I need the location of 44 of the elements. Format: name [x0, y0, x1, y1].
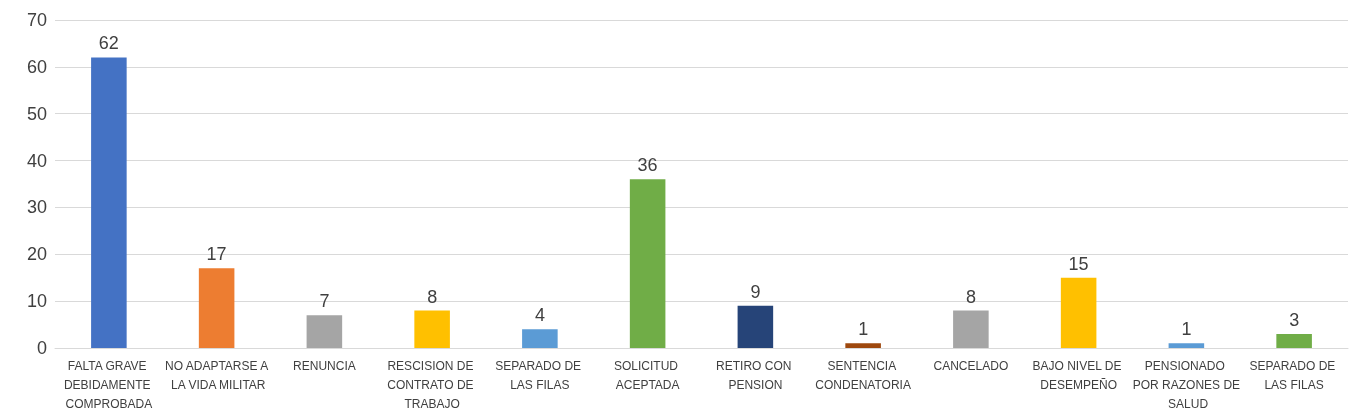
x-tick-label: CANCELADO	[933, 358, 1009, 373]
bar	[91, 57, 127, 348]
data-label: 1	[858, 319, 869, 340]
bar	[845, 343, 881, 348]
y-tick-label: 50	[26, 103, 47, 124]
bar	[1168, 343, 1205, 348]
x-tick-label: RESCISION DE CONTRATO DE TRABAJO	[387, 358, 477, 411]
data-label: 4	[534, 305, 545, 326]
bar	[737, 305, 774, 348]
y-tick-label: 70	[26, 10, 47, 30]
data-label: 1	[1181, 319, 1192, 340]
x-tick-label: SENTENCIA CONDENATORIA	[815, 358, 911, 392]
bar	[953, 310, 989, 348]
y-tick-label: 0	[36, 338, 47, 358]
x-tick-label: PENSIONADO POR RAZONES DE SALUD	[1132, 358, 1241, 411]
bar	[1060, 277, 1097, 348]
x-tick-label: SEPARADO DE LAS FILAS	[1249, 358, 1339, 392]
y-tick-label: 10	[26, 291, 47, 312]
data-label: 36	[637, 155, 658, 176]
x-tick-label: SEPARADO DE LAS FILAS	[495, 358, 585, 392]
y-tick-label: 20	[26, 244, 47, 265]
x-tick-label: FALTA GRAVE DEBIDAMENTE COMPROBADA	[63, 358, 154, 411]
bar	[1276, 333, 1312, 348]
bar	[198, 268, 235, 348]
data-label: 62	[98, 33, 119, 54]
bar	[629, 179, 666, 348]
data-label: 9	[750, 281, 761, 302]
bar	[414, 310, 450, 348]
data-label: 15	[1068, 253, 1089, 274]
x-tick-label: NO ADAPTARSE A LA VIDA MILITAR	[165, 358, 269, 392]
x-tick-label: BAJO NIVEL DE DESEMPEÑO	[1032, 358, 1125, 392]
bar	[522, 329, 558, 348]
data-label: 3	[1289, 309, 1300, 330]
bar	[306, 315, 343, 348]
data-label: 8	[427, 286, 438, 307]
x-tick-label: SOLICITUD ACEPTADA	[613, 358, 682, 392]
data-label: 8	[965, 286, 976, 307]
y-tick-label: 40	[26, 150, 47, 171]
x-tick-label: RENUNCIA	[293, 358, 356, 373]
data-label: 17	[206, 244, 227, 265]
x-tick-label: RETIRO CON PENSION	[716, 358, 795, 392]
y-tick-label: 60	[26, 56, 47, 77]
data-label: 7	[319, 291, 330, 312]
y-tick-label: 30	[26, 197, 47, 218]
